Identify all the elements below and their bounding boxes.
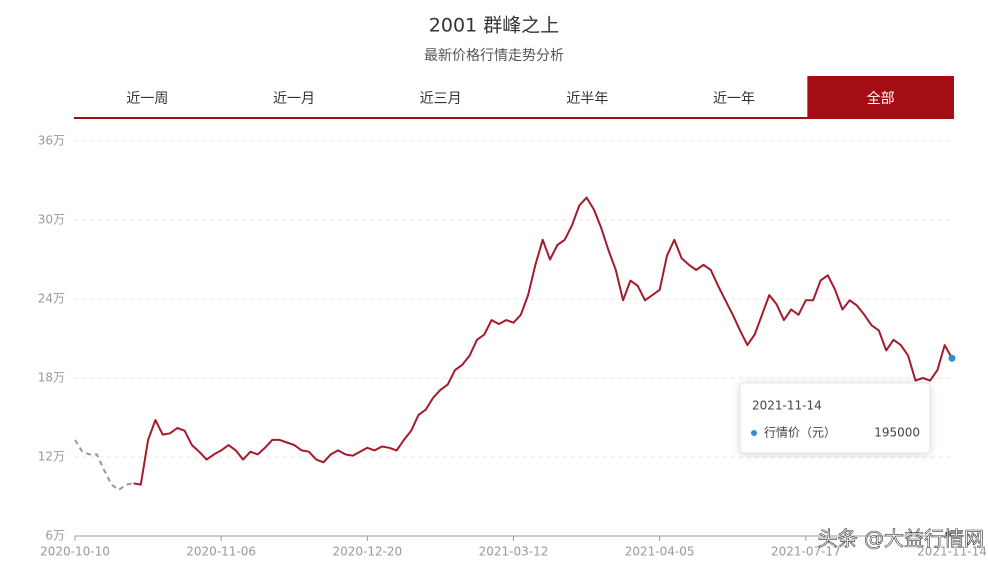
plot: 6万 12万 18万 24万 30万 36万 2020-10-10 2020-11-06 202… [38, 134, 987, 559]
watermark: 头条 @大益行情网 [818, 527, 984, 551]
tab[interactable]: 近一周 [126, 91, 168, 107]
series-line [74, 439, 134, 491]
tooltip-value: 195000 [874, 426, 920, 440]
x-tick-label: 2020-11-06 [186, 545, 256, 559]
y-tick-label: 18万 [38, 371, 65, 385]
tab[interactable]: 近一月 [273, 91, 315, 107]
x-tick-label: 2020-10-10 [40, 545, 110, 559]
series-line [133, 196, 953, 486]
chart-title: 2001 群峰之上 [429, 15, 559, 37]
tooltip-date: 2021-11-14 [752, 399, 822, 413]
chart-subtitle: 最新价格行情走势分析 [424, 48, 564, 64]
tooltip-box [739, 382, 931, 454]
hover-point [948, 354, 956, 362]
tooltip: 2021-11-14 行情价（元） 195000 [739, 382, 931, 454]
x-tick-label: 2020-12-20 [332, 545, 402, 559]
x-tick-label: 2021-11-14 [917, 545, 987, 559]
y-tick-label: 30万 [38, 213, 65, 227]
tab[interactable]: 近三月 [420, 91, 462, 107]
y-tick-label: 6万 [45, 529, 65, 543]
x-tick-label: 2021-03-12 [479, 545, 549, 559]
tab-active-bg [807, 76, 954, 118]
y-tick-label: 24万 [38, 292, 65, 306]
x-tick-label: 2021-04-05 [625, 545, 695, 559]
x-tick-label: 2021-07-17 [771, 545, 841, 559]
tab-bar: 近一周 近一月 近三月 近半年 近一年 全部 [126, 76, 954, 118]
tab[interactable]: 近半年 [566, 91, 608, 107]
tab[interactable]: 近一年 [713, 91, 755, 107]
tooltip-marker [751, 430, 757, 436]
y-tick-label: 36万 [38, 134, 65, 148]
tooltip-series: 行情价（元） [764, 426, 836, 440]
y-tick-label: 12万 [38, 450, 65, 464]
tab[interactable]: 全部 [867, 90, 895, 107]
